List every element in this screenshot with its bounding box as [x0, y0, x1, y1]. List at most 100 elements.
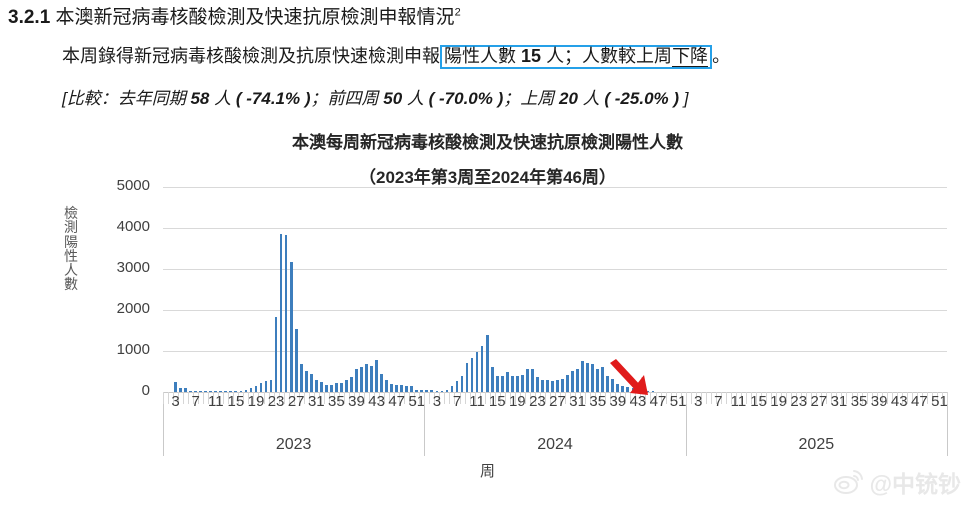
x-axis-tickmark: [449, 392, 451, 404]
x-axis-tick-label: 7: [714, 393, 723, 410]
chart-bar: [480, 346, 484, 392]
x-axis-tickmark: [419, 392, 421, 404]
x-axis-tickmark: [685, 392, 687, 404]
chart-bar: [234, 390, 238, 392]
x-axis-tick-label: 31: [569, 393, 586, 410]
x-axis-tickmark: [710, 392, 712, 404]
x-axis-tickmark: [635, 392, 637, 404]
x-axis-tickmark: [484, 392, 486, 404]
x-axis-tick-label: 15: [227, 393, 245, 410]
chart-bar: [410, 386, 414, 392]
x-axis-tick-label: 43: [368, 393, 385, 410]
x-axis-tickmark: [826, 392, 828, 404]
x-axis-tick-label: 3: [171, 393, 180, 410]
x-axis-tickmark: [464, 392, 466, 404]
x-axis-tickmark: [896, 392, 898, 404]
chart-bar: [390, 383, 394, 392]
x-axis-tickmark: [831, 392, 833, 404]
chart-subtitle: （2023年第3周至2024年第46周）: [358, 168, 616, 187]
chart-bar: [329, 385, 333, 392]
x-axis-tickmark: [620, 392, 622, 404]
x-axis-tickmark: [766, 392, 768, 404]
weibo-icon: [833, 469, 864, 495]
x-axis-tickmark: [745, 392, 747, 404]
x-axis-tickmark: [389, 392, 391, 404]
x-axis-tickmark: [549, 392, 551, 404]
x-axis-tick-label: 19: [247, 393, 265, 410]
x-axis-tick-label: 27: [549, 393, 566, 410]
y-axis-label: 檢測陽性人數: [64, 205, 78, 293]
y-axis-tick-label: 1000: [116, 341, 150, 358]
y-axis-tick-label: 2000: [116, 300, 150, 317]
x-axis-title: 周: [479, 463, 495, 480]
x-axis-tickmark: [263, 392, 265, 404]
x-axis-tickmark: [409, 392, 411, 404]
chart-bar: [324, 384, 328, 392]
x-axis-tickmark: [756, 392, 758, 404]
x-axis-tickmark: [243, 392, 245, 404]
x-axis-tickmark: [700, 392, 702, 404]
x-axis-tickmark: [173, 392, 175, 404]
chart-bar: [520, 374, 524, 392]
x-axis-tickmark: [374, 392, 376, 404]
chart-bar: [309, 374, 313, 392]
chart-bar: [455, 381, 459, 392]
x-axis-tick-labels: 3 7 11 15 19 23 27 31 35 39 43 47 51 3 7 11 15 19 23 27 31 35…: [163, 392, 947, 412]
x-axis-tickmark: [213, 392, 215, 404]
comparison-item-2-value: 20: [559, 89, 578, 108]
x-axis-tickmark: [539, 392, 541, 404]
x-axis-tickmark: [479, 392, 481, 404]
x-axis-tickmark: [248, 392, 250, 404]
chart-bar: [340, 382, 343, 392]
x-axis-tickmark: [886, 392, 888, 404]
chart-bar: [470, 357, 474, 392]
x-axis-tickmark: [680, 392, 682, 404]
x-axis-tickmark: [509, 392, 511, 404]
chart-bar: [244, 389, 248, 392]
year-separator: [163, 404, 164, 456]
x-axis-tickmark: [851, 392, 853, 404]
x-axis-tickmark: [791, 392, 793, 404]
x-axis-tickmark: [404, 392, 406, 404]
footnote-marker: 2: [454, 6, 461, 19]
x-axis-tickmark: [605, 392, 607, 404]
x-axis-tickmark: [761, 392, 763, 404]
x-axis-tickmark: [580, 392, 582, 404]
gridline: [163, 228, 947, 229]
x-axis-tickmark: [293, 392, 295, 404]
x-axis-tickmark: [414, 392, 416, 404]
x-axis-tick-label: 51: [931, 393, 948, 410]
x-axis-tickmark: [288, 392, 290, 404]
x-axis-tickmark: [338, 392, 340, 404]
chart-bar: [289, 261, 293, 392]
chart-bar: [571, 370, 574, 392]
chart-bar: [556, 380, 559, 392]
watermark: @中铳钞: [833, 465, 961, 499]
chart-bar: [536, 376, 539, 392]
comparison-sep-0: ；: [310, 89, 328, 108]
x-axis-tickmark: [454, 392, 456, 404]
y-axis-tick-label: 0: [141, 382, 150, 399]
x-axis-tick-label: 35: [328, 393, 345, 410]
chart-bar: [204, 390, 208, 392]
chart-plot-area: [163, 187, 947, 392]
x-axis-tick-label: 31: [830, 393, 848, 410]
x-axis-tick-label: 39: [870, 393, 888, 410]
x-axis-tickmark: [524, 392, 526, 404]
x-axis-tick-label: 23: [529, 393, 546, 410]
x-axis-tickmark: [208, 392, 210, 404]
x-axis-tickmark: [348, 392, 350, 404]
x-axis-tickmark: [655, 392, 657, 404]
x-axis-tickmark: [846, 392, 848, 404]
x-axis-tickmark: [283, 392, 285, 404]
chart-bar: [505, 371, 509, 392]
x-axis-tickmark: [364, 392, 366, 404]
x-axis-tick-label: 19: [508, 393, 526, 410]
x-axis-tickmark: [615, 392, 617, 404]
chart-bar: [350, 377, 353, 392]
x-axis-tickmark: [439, 392, 441, 404]
gridline: [163, 351, 947, 352]
x-axis-tickmark: [193, 392, 195, 404]
year-separator: [424, 404, 426, 456]
x-axis-tickmark: [786, 392, 788, 404]
